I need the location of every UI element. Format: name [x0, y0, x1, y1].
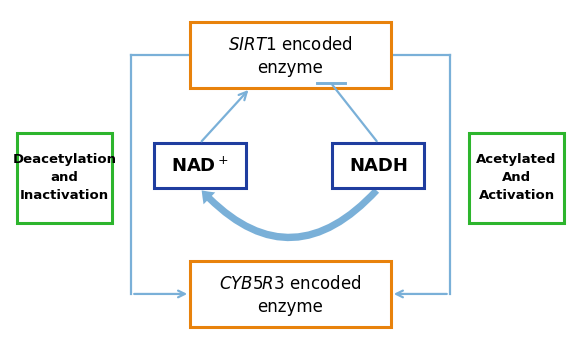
Text: $\it{CYB5R3}$ encoded: $\it{CYB5R3}$ encoded [219, 275, 361, 293]
FancyBboxPatch shape [469, 133, 564, 223]
Text: Deacetylation
and
Inactivation: Deacetylation and Inactivation [13, 154, 116, 202]
FancyBboxPatch shape [190, 22, 391, 88]
FancyBboxPatch shape [190, 261, 391, 327]
FancyBboxPatch shape [17, 133, 112, 223]
Text: enzyme: enzyme [258, 59, 323, 77]
Text: Acetylated
And
Activation: Acetylated And Activation [476, 154, 557, 202]
Text: $\it{SIRT1}$ encoded: $\it{SIRT1}$ encoded [228, 36, 353, 54]
FancyArrowPatch shape [202, 188, 379, 241]
Text: NAD$^+$: NAD$^+$ [171, 156, 228, 176]
Text: enzyme: enzyme [258, 298, 323, 316]
FancyBboxPatch shape [332, 143, 424, 188]
Text: NADH: NADH [349, 157, 408, 175]
FancyBboxPatch shape [154, 143, 246, 188]
